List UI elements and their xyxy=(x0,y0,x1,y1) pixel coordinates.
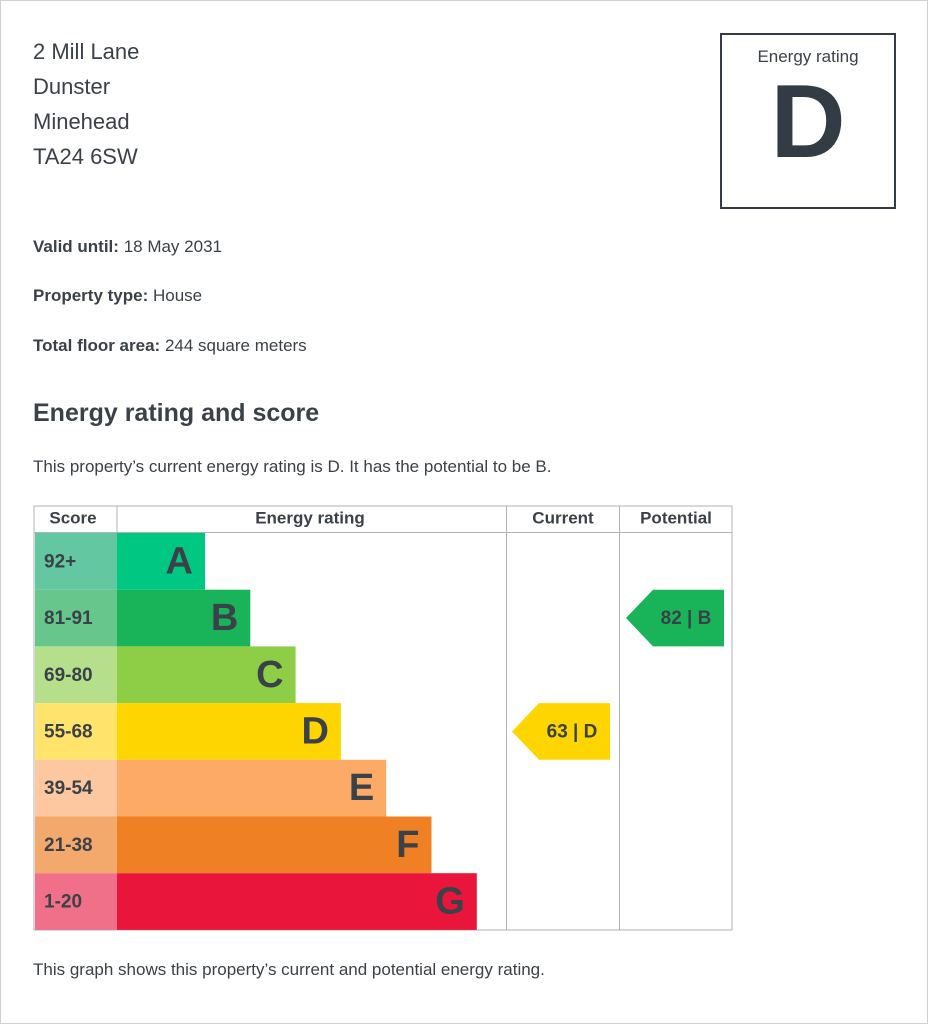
rating-box-label: Energy rating xyxy=(757,47,859,66)
heading: Energy rating and score xyxy=(33,399,320,427)
column-header: Energy rating xyxy=(255,508,365,527)
band-letter: C xyxy=(256,654,283,696)
rating-box: Energy rating D xyxy=(720,33,896,209)
band-letter: F xyxy=(396,824,419,866)
column-header: Score xyxy=(49,508,96,527)
band-letter: E xyxy=(349,767,374,809)
score-cell xyxy=(35,703,117,760)
detail: Property type: House xyxy=(33,286,202,306)
detail-value: House xyxy=(152,286,203,305)
detail: Total floor area: 244 square meters xyxy=(33,336,307,356)
address-line: 2 Mill Lane xyxy=(33,39,140,64)
band-letter: B xyxy=(211,597,238,639)
detail-label: Total floor area: xyxy=(33,336,161,355)
rating-box-letter: D xyxy=(770,64,846,180)
score-cell xyxy=(35,533,117,590)
current-arrow xyxy=(512,703,610,760)
detail-label: Property type: xyxy=(33,286,149,305)
score-label: 81-91 xyxy=(44,608,93,629)
detail-value: 244 square meters xyxy=(164,336,307,355)
graph-border xyxy=(33,505,733,931)
score-label: 21-38 xyxy=(44,835,93,856)
address-line: Dunster xyxy=(33,74,111,99)
summary: This property’s current energy rating is… xyxy=(33,457,552,476)
rating-bar xyxy=(117,759,387,817)
score-cell xyxy=(35,589,117,647)
band-letter: G xyxy=(435,881,465,923)
address-line: Minehead xyxy=(33,109,130,134)
energy-graph: Score Energy rating Current Potential 92… xyxy=(33,505,733,931)
rating-bar xyxy=(117,589,251,647)
rating-bar xyxy=(117,816,432,874)
rating-bar xyxy=(117,873,477,930)
detail-value: 18 May 2031 xyxy=(123,237,222,256)
band-letter: A xyxy=(166,540,193,582)
detail-label: Valid until: xyxy=(33,237,119,256)
potential-label: 82 | B xyxy=(661,608,712,629)
column-header: Potential xyxy=(640,508,712,527)
score-label: 55-68 xyxy=(44,721,93,742)
score-label: 1-20 xyxy=(44,892,82,913)
score-cell xyxy=(35,816,117,874)
rating-bar xyxy=(117,703,341,760)
score-cell xyxy=(35,873,117,930)
caption: This graph shows this property’s current… xyxy=(33,960,545,979)
detail: Valid until: 18 May 2031 xyxy=(33,237,222,257)
score-label: 92+ xyxy=(44,551,76,572)
column-header: Current xyxy=(532,508,594,527)
score-cell xyxy=(35,759,117,817)
score-cell xyxy=(35,646,117,704)
address-line: TA24 6SW xyxy=(33,144,138,169)
rating-bar xyxy=(117,533,205,590)
score-label: 69-80 xyxy=(44,665,93,686)
current-label: 63 | D xyxy=(547,721,598,742)
potential-arrow xyxy=(626,589,724,647)
band-letter: D xyxy=(301,710,328,752)
rating-bar xyxy=(117,646,296,704)
score-label: 39-54 xyxy=(44,778,93,799)
